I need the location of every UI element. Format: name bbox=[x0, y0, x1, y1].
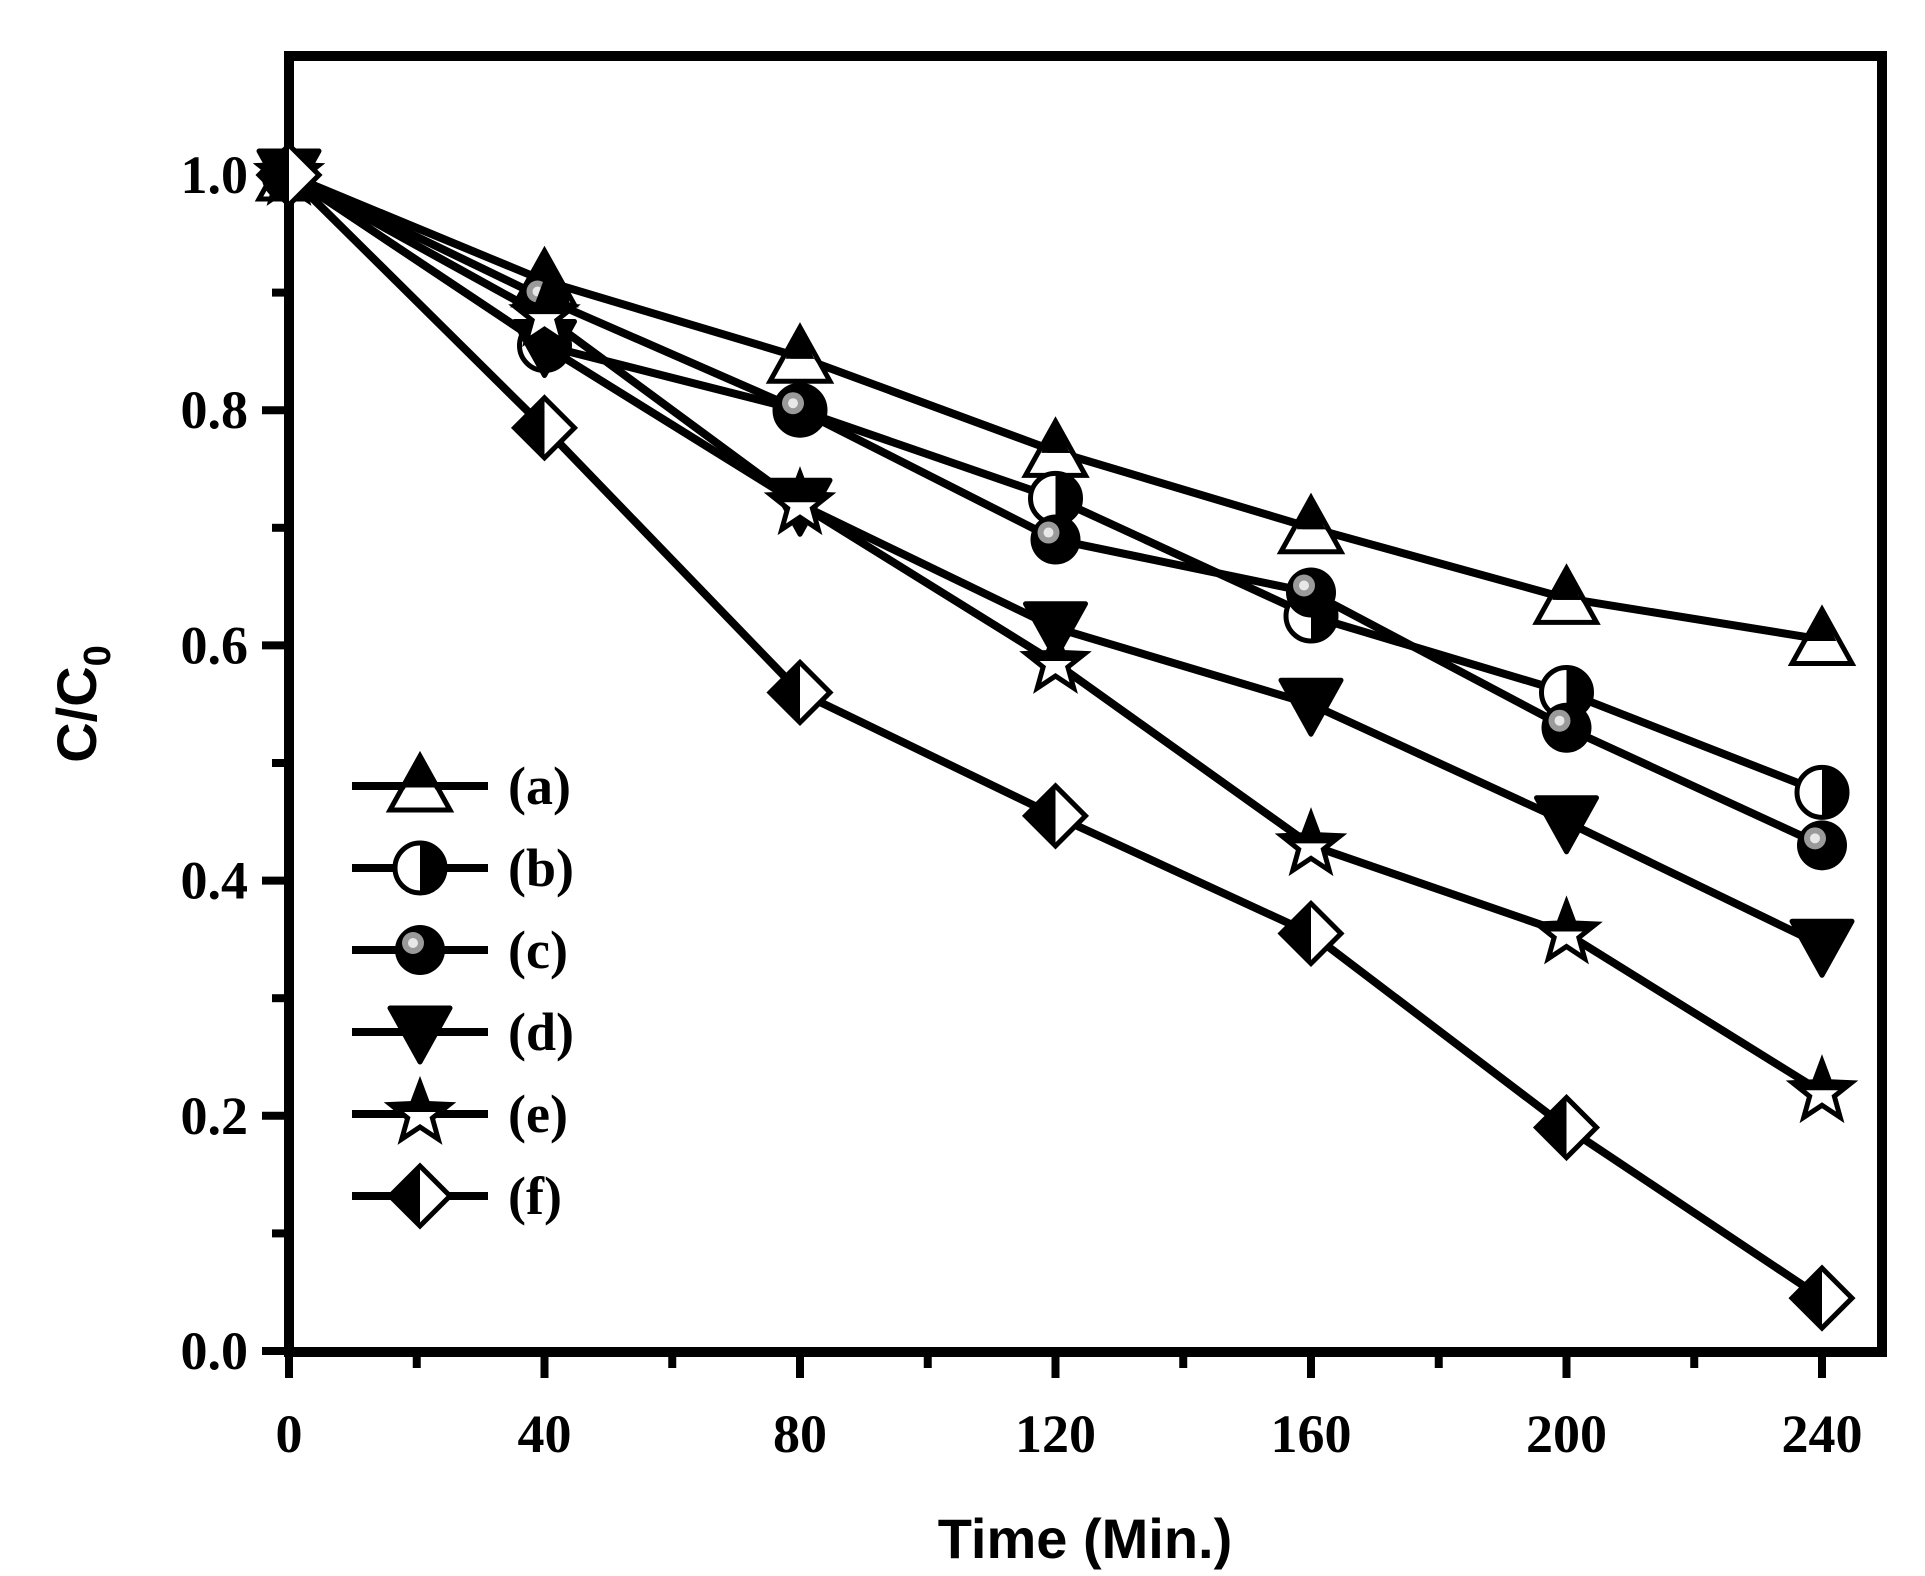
legend-item-b: (b) bbox=[352, 838, 574, 898]
series-f-point bbox=[255, 141, 323, 209]
series-e-point bbox=[1785, 1054, 1859, 1124]
legend-label-f: (f) bbox=[508, 1166, 562, 1226]
y-tick-label: 0.0 bbox=[181, 1321, 249, 1381]
series-a-point bbox=[1021, 416, 1090, 478]
legend-marker bbox=[383, 1075, 457, 1145]
series-f-point bbox=[1021, 782, 1090, 850]
y-axis-ticks: 0.0 0.2 0.4 0.6 0.8 1.0 bbox=[181, 145, 284, 1381]
series-group bbox=[252, 136, 1859, 1332]
series-e-point bbox=[1530, 895, 1603, 965]
legend-item-e: (e) bbox=[352, 1075, 568, 1145]
series-c-point bbox=[1797, 820, 1847, 871]
y-tick-label: 0.6 bbox=[181, 615, 249, 675]
series-e-point bbox=[763, 466, 837, 536]
y-tick-label: 0.2 bbox=[181, 1086, 249, 1146]
y-tick-label: 1.0 bbox=[181, 145, 249, 205]
series-e-point bbox=[1274, 807, 1348, 877]
series-d-point bbox=[1278, 677, 1344, 737]
legend-label-e: (e) bbox=[508, 1084, 568, 1144]
series-a-point bbox=[765, 322, 835, 384]
y-axis-title: C/C0 bbox=[45, 645, 119, 763]
legend-label-a: (a) bbox=[508, 756, 571, 816]
x-tick-label: 80 bbox=[773, 1404, 827, 1464]
series-a-point bbox=[1787, 604, 1857, 667]
series-d-point bbox=[1789, 918, 1855, 978]
y-tick-label: 0.4 bbox=[181, 851, 249, 911]
legend-item-a: (a) bbox=[352, 750, 571, 816]
series-c-point bbox=[1541, 702, 1592, 753]
series-e-point bbox=[508, 277, 581, 347]
legend-marker bbox=[385, 750, 455, 813]
series-f-point bbox=[1532, 1094, 1601, 1162]
series-a-point bbox=[1276, 492, 1346, 555]
legend-item-d: (d) bbox=[352, 1002, 574, 1065]
legend-item-c: (c) bbox=[352, 920, 568, 980]
x-tick-label: 160 bbox=[1271, 1404, 1352, 1464]
legend: (a) (b) (c) (d) (e) (f) bbox=[352, 750, 574, 1230]
x-tick-label: 0 bbox=[276, 1404, 303, 1464]
legend-marker bbox=[392, 840, 448, 896]
series-a-point bbox=[1532, 563, 1601, 625]
series-f-point bbox=[766, 658, 834, 726]
series-b bbox=[261, 147, 1850, 820]
series-c-point bbox=[1030, 514, 1081, 565]
y-tick-label: 0.8 bbox=[181, 380, 249, 440]
legend-label-b: (b) bbox=[508, 838, 574, 898]
series-f-point bbox=[510, 394, 579, 462]
series-a bbox=[254, 139, 1857, 667]
legend-marker bbox=[386, 1162, 454, 1230]
legend-marker bbox=[395, 925, 445, 975]
x-tick-label: 200 bbox=[1526, 1404, 1607, 1464]
x-axis-ticks: 0 40 80 120 160 200 240 bbox=[276, 1356, 1863, 1464]
legend-marker bbox=[387, 1005, 453, 1065]
x-tick-label: 40 bbox=[518, 1404, 572, 1464]
series-b-point bbox=[1794, 764, 1850, 820]
x-axis-title: Time (Min.) bbox=[938, 1507, 1233, 1570]
legend-item-f: (f) bbox=[352, 1162, 562, 1230]
x-tick-label: 120 bbox=[1015, 1404, 1096, 1464]
series-c-point bbox=[1286, 567, 1336, 618]
y-axis-title-group: C/C0 bbox=[45, 645, 119, 763]
series-d-point bbox=[1534, 795, 1599, 855]
legend-label-d: (d) bbox=[508, 1002, 574, 1062]
y-axis-title-main: C/C bbox=[45, 666, 108, 762]
series-c-point bbox=[775, 385, 825, 436]
plot-frame bbox=[284, 51, 1887, 1357]
y-axis-title-subscript: 0 bbox=[77, 645, 119, 666]
x-tick-label: 240 bbox=[1782, 1404, 1863, 1464]
legend-label-c: (c) bbox=[508, 920, 568, 980]
series-f-point bbox=[1277, 899, 1345, 968]
series-e bbox=[252, 136, 1859, 1124]
series-f bbox=[255, 141, 1856, 1332]
series-f-point bbox=[1788, 1264, 1856, 1332]
series-e-point bbox=[1019, 624, 1092, 694]
